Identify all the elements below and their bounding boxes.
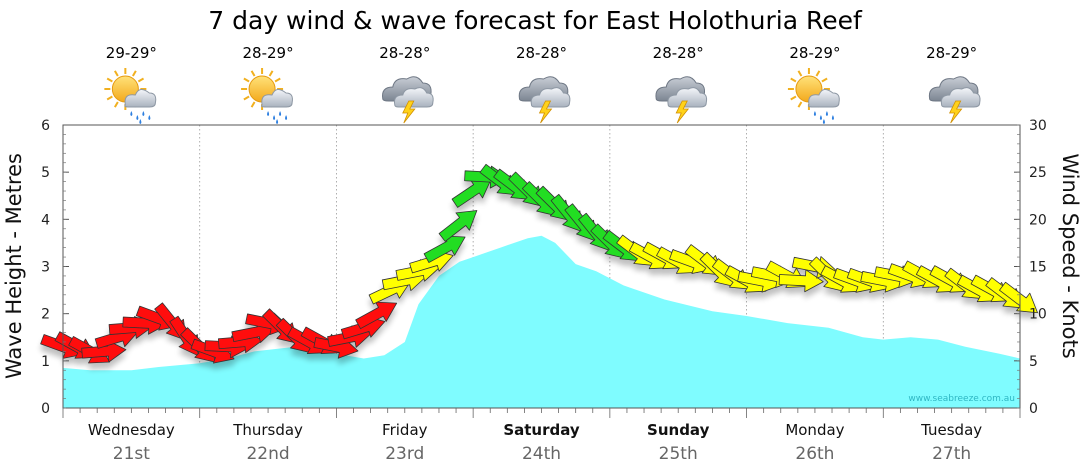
left-axis-label: Wave Height - Metres [2,153,26,379]
left-tick-label: 3 [41,260,50,276]
day-date-label: 21st [113,444,150,464]
day-name-label: Thursday [232,421,303,439]
day-temperature: 28-29° [926,44,977,62]
x-axis-days: Wednesday 21st Thursday 22nd Friday 23rd Satur… [62,408,1021,464]
day-temperature: 28-29° [789,44,840,62]
wind-arrow [999,281,1038,314]
day-name-label: Friday [382,421,428,439]
day-name-label: Tuesday [920,421,982,439]
sun-cloud-rain-icon [241,68,293,124]
sun-cloud-rain-icon [104,68,157,124]
left-tick-label: 4 [41,212,50,228]
plot-area [40,124,1038,409]
right-tick-label: 10 [1029,307,1047,323]
right-tick-label: 15 [1029,260,1047,276]
wind-arrow [778,269,824,293]
left-tick-label: 2 [41,307,50,323]
right-axis: 0 5 10 15 20 25 30 [1014,118,1047,417]
right-tick-label: 5 [1029,354,1038,370]
left-axis: 0 1 2 3 4 5 6 [41,118,69,417]
day-temperature: 29-29° [106,44,157,62]
day-name-label: Monday [785,421,844,439]
right-tick-label: 0 [1029,401,1038,417]
day-date-label: 24th [522,444,561,464]
day-date-label: 25th [659,444,698,464]
day-date-label: 22nd [246,444,289,464]
day-date-label: 26th [795,444,834,464]
watermark: www.seabreeze.com.au [908,394,1015,404]
right-axis-label: Wind Speed - Knots [1058,153,1080,358]
wind-arrow [355,301,398,330]
wind-arrows [40,163,1038,364]
day-temperature: 28-28° [653,44,704,62]
right-tick-label: 25 [1029,165,1047,181]
day-temperature: 28-29° [243,44,294,62]
day-date-label: 27th [932,444,971,464]
storm-cloud-icon [518,76,571,124]
storm-cloud-icon [928,76,981,124]
right-tick-label: 20 [1029,212,1047,228]
left-tick-label: 5 [41,165,50,181]
storm-cloud-icon [382,76,434,124]
right-tick-label: 30 [1029,118,1047,134]
day-name-label: Wednesday [88,421,175,439]
left-tick-label: 6 [41,118,50,134]
day-temperature: 28-28° [516,44,567,62]
day-name-label: Saturday [503,421,580,439]
day-name-label: Sunday [647,421,710,439]
header-days: 29-29° 28-29° 28-28° 28-28° 28-28° 28-29° 28-2… [104,44,981,124]
wind-arrow [438,210,478,242]
wave-height-area [63,235,1020,408]
sun-cloud-rain-icon [787,68,840,124]
left-tick-label: 0 [41,401,50,417]
storm-cloud-icon [655,76,708,124]
day-temperature: 28-28° [379,44,430,62]
wind-arrow [451,178,492,208]
chart-title: 7 day wind & wave forecast for East Holo… [208,6,863,35]
day-date-label: 23rd [385,444,424,464]
left-tick-label: 1 [41,354,50,370]
